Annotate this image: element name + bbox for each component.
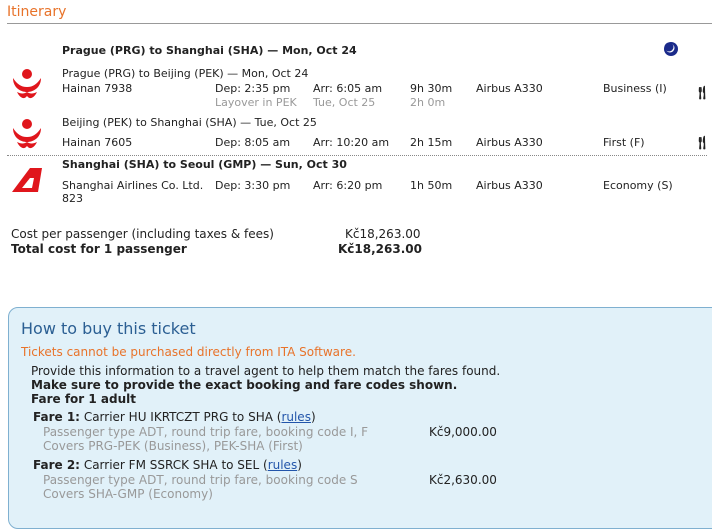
- cost-per-passenger-label: Cost per passenger (including taxes & fe…: [11, 227, 274, 241]
- fare-detail: Passenger type ADT, round trip fare, boo…: [43, 425, 369, 439]
- fare-label: Fare 1:: [33, 410, 80, 424]
- arrival: Arr: 6:05 am: [313, 82, 383, 95]
- fare-price: Kč2,630.00: [429, 473, 497, 487]
- layover-label: Layover in PEK: [215, 96, 297, 109]
- moon-icon: [664, 42, 678, 56]
- departure: Dep: 3:30 pm: [215, 179, 291, 192]
- cabin: Business (I): [603, 82, 667, 95]
- arrival: Arr: 10:20 am: [313, 136, 390, 149]
- leg-route: Prague (PRG) to Beijing (PEK) — Mon, Oct…: [62, 67, 309, 80]
- fare-2-header: Fare 2: Carrier FM SSRCK SHA to SEL (rul…: [33, 458, 302, 472]
- slice-divider: [7, 155, 707, 156]
- agent-info: Provide this information to a travel age…: [31, 364, 501, 378]
- fare-price: Kč9,000.00: [429, 425, 497, 439]
- rules-link[interactable]: rules: [267, 458, 298, 472]
- purchase-warning: Tickets cannot be purchased directly fro…: [21, 345, 356, 359]
- fork-knife-icon: 🍴︎: [694, 136, 711, 151]
- section-title: Itinerary: [7, 4, 67, 20]
- aircraft: Airbus A330: [476, 136, 543, 149]
- fare-1-header: Fare 1: Carrier HU IKRTCZT PRG to SHA (r…: [33, 410, 316, 424]
- departure: Dep: 8:05 am: [215, 136, 291, 149]
- aircraft: Airbus A330: [476, 179, 543, 192]
- flight-number: Hainan 7605: [62, 136, 133, 149]
- fare-desc: Carrier HU IKRTCZT PRG to SHA: [83, 410, 273, 424]
- fare-for: Fare for 1 adult: [31, 392, 136, 406]
- flight-number: 823: [62, 192, 83, 205]
- aircraft: Airbus A330: [476, 82, 543, 95]
- layover-date: Tue, Oct 25: [313, 96, 376, 109]
- cost-per-passenger: Kč18,263.00: [345, 227, 421, 241]
- total-cost-label: Total cost for 1 passenger: [11, 242, 187, 256]
- fare-desc: Carrier FM SSRCK SHA to SEL: [83, 458, 260, 472]
- exact-codes-notice: Make sure to provide the exact booking a…: [31, 378, 458, 392]
- hainan-airlines-logo-icon: [13, 119, 41, 149]
- duration: 2h 15m: [410, 136, 453, 149]
- fare-label: Fare 2:: [33, 458, 80, 472]
- shanghai-airlines-logo-icon: [12, 168, 42, 192]
- fare-coverage: Covers SHA-GMP (Economy): [43, 487, 213, 501]
- leg-route: Beijing (PEK) to Shanghai (SHA) — Tue, O…: [62, 116, 317, 129]
- how-to-buy-panel: [8, 307, 712, 529]
- arrival: Arr: 6:20 pm: [313, 179, 383, 192]
- divider: [7, 23, 712, 24]
- fare-coverage: Covers PRG-PEK (Business), PEK-SHA (Firs…: [43, 439, 303, 453]
- slice-header: Shanghai (SHA) to Seoul (GMP) — Sun, Oct…: [62, 158, 347, 171]
- flight-number: Hainan 7938: [62, 82, 133, 95]
- total-cost: Kč18,263.00: [338, 242, 422, 256]
- cabin: First (F): [603, 136, 645, 149]
- duration: 9h 30m: [410, 82, 453, 95]
- slice-header: Prague (PRG) to Shanghai (SHA) — Mon, Oc…: [62, 44, 357, 57]
- rules-link[interactable]: rules: [281, 410, 311, 424]
- fork-knife-icon: 🍴︎: [694, 86, 711, 101]
- how-to-buy-title: How to buy this ticket: [21, 319, 196, 338]
- departure: Dep: 2:35 pm: [215, 82, 291, 95]
- duration: 1h 50m: [410, 179, 453, 192]
- hainan-airlines-logo-icon: [13, 69, 41, 99]
- fare-detail: Passenger type ADT, round trip fare, boo…: [43, 473, 358, 487]
- flight-carrier: Shanghai Airlines Co. Ltd.: [62, 179, 204, 192]
- layover-duration: 2h 0m: [410, 96, 446, 109]
- cabin: Economy (S): [603, 179, 673, 192]
